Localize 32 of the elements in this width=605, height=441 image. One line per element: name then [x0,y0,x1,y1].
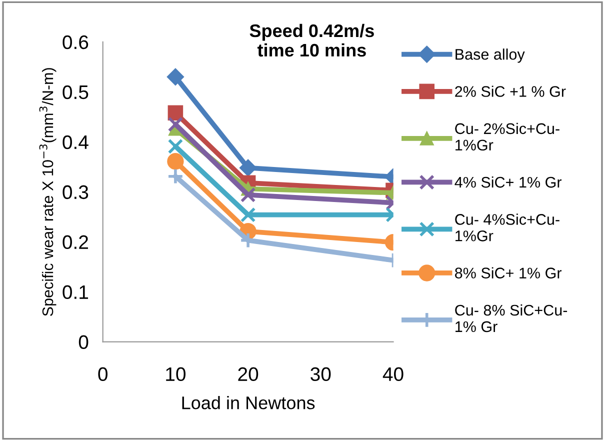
point [166,68,184,86]
x-tick-label: 10 [166,367,186,382]
y-tick-label: 0.2 [62,235,88,250]
y-tick-label: 0 [78,335,88,350]
legend-label: Cu- 2%Sic+Cu- 1%Gr [455,122,560,151]
legend-label: 8% SiC+ 1% Gr [455,267,562,278]
legend-label: Base alloy [456,48,525,63]
y-tick-label: 0.3 [62,185,88,200]
y-tick-label: 0.1 [62,285,88,300]
y-tick-label: 0.5 [62,85,88,100]
y-tick-label: 0.6 [62,35,88,50]
x-axis-title: Load in Newtons [182,396,315,410]
chart-title: Speed 0.42m/s time 10 mins [250,24,374,57]
x-tick-label: 0 [98,367,108,382]
point [167,168,184,185]
point [240,207,256,222]
legend-label: 4% SiC+ 1% Gr [454,176,562,188]
point [240,159,257,176]
point [168,138,184,154]
y-tick-label: 0.4 [62,135,88,150]
point [167,153,184,170]
x-tick-label: 40 [382,367,404,382]
legend-label: Cu- 4%Sic+Cu- 1%Gr [455,214,560,242]
x-tick-label: 30 [310,367,331,382]
legend-label: Cu- 8% SiC+Cu- 1% Gr [455,304,568,332]
legend-label: 2% SiC +1 % Gr [455,86,566,97]
point [168,105,184,121]
point [240,232,256,249]
point [168,116,184,132]
x-tick-label: 20 [238,367,258,382]
y-axis-title: Specific wear rate X 10$^{−3}$(mm$^{3}$/N-m) [39,68,56,316]
point [240,187,256,202]
